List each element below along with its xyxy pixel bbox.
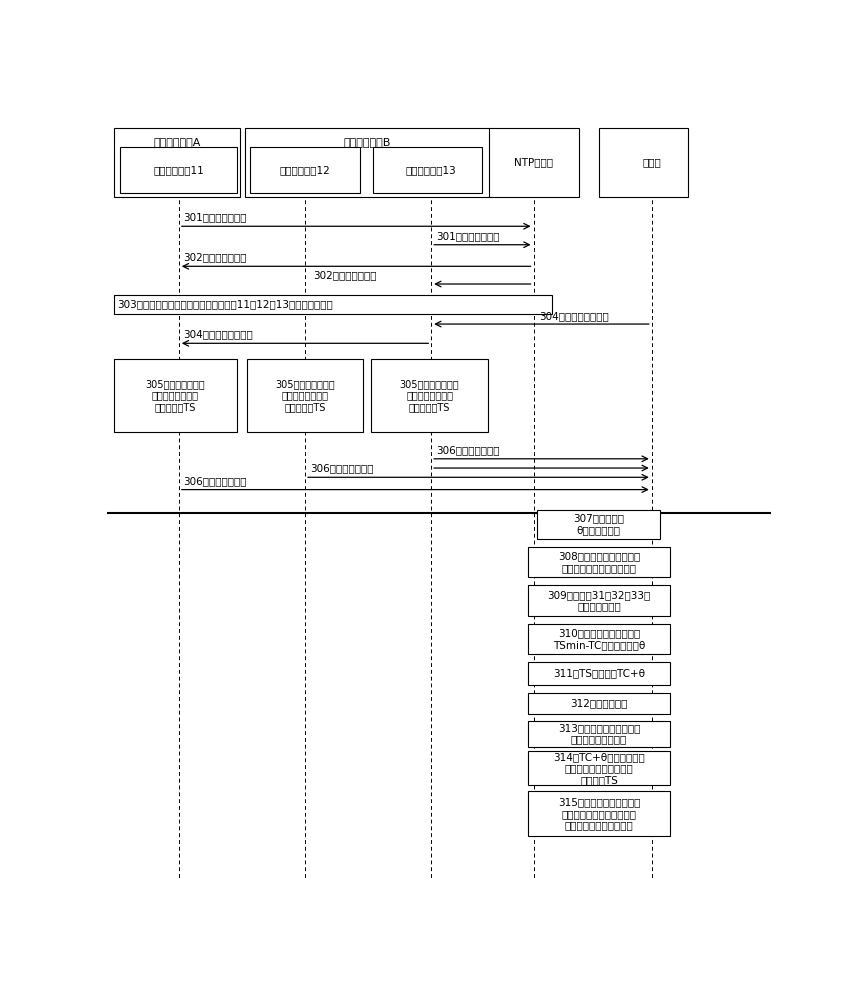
- Text: 315，将该某一个播放队列
中的数据包依次发送到解码
器进行解压、解码、播放: 315，将该某一个播放队列 中的数据包依次发送到解码 器进行解压、解码、播放: [558, 797, 640, 830]
- Text: 313，将数据包保存到对应
缓冲区中的相应位置: 313，将数据包保存到对应 缓冲区中的相应位置: [558, 723, 640, 744]
- Text: 309，缓冲区31、32、33中
是否均有数据包: 309，缓冲区31、32、33中 是否均有数据包: [548, 590, 650, 611]
- Bar: [120, 147, 237, 193]
- Text: 传输处理单元11: 传输处理单元11: [153, 165, 204, 175]
- Text: 301，查询时间请求: 301，查询时间请求: [436, 231, 500, 241]
- Text: 306，流媒体数据包: 306，流媒体数据包: [436, 445, 500, 455]
- Bar: [247, 359, 363, 432]
- Text: 传输处理单元12: 传输处理单元12: [279, 165, 331, 175]
- Bar: [489, 128, 578, 197]
- Text: 传输处理单元13: 传输处理单元13: [406, 165, 457, 175]
- Text: 312，丢弃数据包: 312，丢弃数据包: [570, 699, 627, 709]
- Bar: [528, 791, 670, 836]
- Text: 307，时间变量
θ是否为非空值: 307，时间变量 θ是否为非空值: [572, 513, 624, 535]
- Text: 客户端: 客户端: [643, 157, 661, 167]
- Text: 流媒体服务器B: 流媒体服务器B: [344, 137, 391, 147]
- Bar: [528, 721, 670, 747]
- Text: 303，校正自身系统时钟，传输处理单元11、12、13的工作时钟一致: 303，校正自身系统时钟，传输处理单元11、12、13的工作时钟一致: [117, 299, 333, 309]
- Bar: [528, 624, 670, 654]
- Bar: [114, 128, 240, 197]
- Bar: [528, 751, 670, 785]
- Text: 304，流媒体获取请求: 304，流媒体获取请求: [183, 329, 254, 339]
- Bar: [371, 359, 488, 432]
- Text: 305，拍摄采集、编
码，压缩成多个数
据包并标记TS: 305，拍摄采集、编 码，压缩成多个数 据包并标记TS: [275, 379, 334, 412]
- Text: 314，TC+θ是否达到各播
放队列中第一个数据包上
的时间戳TS: 314，TC+θ是否达到各播 放队列中第一个数据包上 的时间戳TS: [553, 752, 644, 785]
- Bar: [528, 547, 670, 577]
- Text: 302，查询时间响应: 302，查询时间响应: [183, 252, 247, 262]
- Bar: [250, 147, 360, 193]
- Bar: [598, 128, 688, 197]
- Bar: [373, 147, 482, 193]
- Text: 305，拍摄采集、编
码，压缩成多个数
据包并标记TS: 305，拍摄采集、编 码，压缩成多个数 据包并标记TS: [399, 379, 459, 412]
- Bar: [528, 585, 670, 616]
- Text: 305，拍摄采集、编
码，压缩成多个数
据包并标记TS: 305，拍摄采集、编 码，压缩成多个数 据包并标记TS: [146, 379, 205, 412]
- Bar: [536, 510, 660, 539]
- Bar: [528, 693, 670, 714]
- Bar: [245, 128, 489, 197]
- Text: 306，流媒体数据包: 306，流媒体数据包: [309, 463, 373, 473]
- Text: 308，空值，将数据包保存
到对应缓冲区中的相应位置: 308，空值，将数据包保存 到对应缓冲区中的相应位置: [558, 551, 640, 573]
- Text: 306，流媒体数据包: 306，流媒体数据包: [183, 476, 247, 486]
- Text: 304，流媒体获取请求: 304，流媒体获取请求: [539, 311, 608, 321]
- Text: 310，均有数据包，将差值
TSmin-TC赋予时间变量θ: 310，均有数据包，将差值 TSmin-TC赋予时间变量θ: [553, 628, 645, 650]
- Bar: [528, 662, 670, 685]
- Text: NTP服务器: NTP服务器: [514, 157, 553, 167]
- Text: 流媒体服务器A: 流媒体服务器A: [153, 137, 201, 147]
- Text: 302，查询时间响应: 302，查询时间响应: [313, 270, 376, 280]
- Text: 301，查询时间请求: 301，查询时间请求: [183, 212, 247, 222]
- Bar: [114, 295, 552, 314]
- Bar: [114, 359, 237, 432]
- Text: 311，TS是否大于TC+θ: 311，TS是否大于TC+θ: [553, 669, 645, 679]
